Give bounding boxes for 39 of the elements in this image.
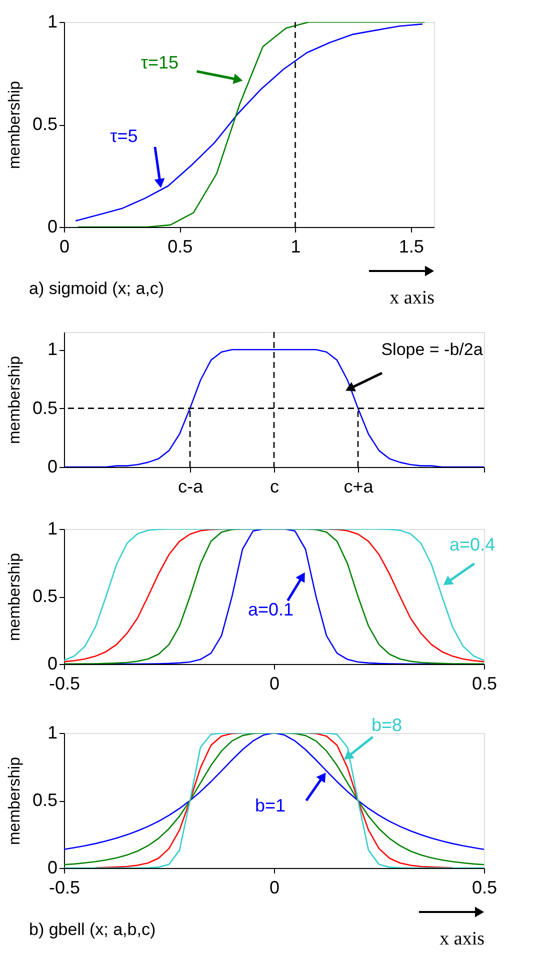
y-tick-label: 1 (47, 722, 58, 742)
y-tick-label: 0 (47, 216, 58, 236)
y-tick-label: 0 (47, 456, 58, 476)
y-tick-label: 1 (47, 518, 58, 538)
y-tick-label: 0 (47, 858, 58, 878)
x-tick-label: -0.5 (48, 674, 80, 694)
y-tick-label: 0.5 (32, 398, 58, 418)
x-axis-title: x axis (390, 288, 434, 308)
y-tick-label: 0.5 (32, 114, 58, 134)
y-axis-title: membership (6, 552, 24, 642)
x-tick-label: c+a (344, 476, 374, 496)
x-tick-label: 0 (269, 878, 280, 898)
annotation: a=0.4 (450, 534, 496, 555)
x-tick-label: 1 (290, 236, 301, 256)
annotation: Slope = -b/2a (381, 340, 484, 359)
x-tick-label: 0.5 (472, 878, 498, 898)
y-tick-label: 0.5 (32, 790, 58, 810)
y-axis-title: membership (6, 356, 24, 444)
x-tick-label: 0.5 (472, 674, 498, 694)
y-axis-title: membership (6, 80, 24, 170)
annotation: b=1 (255, 796, 286, 816)
x-tick-label: 0.5 (168, 236, 193, 256)
annotation: τ=15 (140, 52, 179, 72)
text: b) gbell (x; a,b,c) (29, 920, 156, 939)
x-axis-title: x axis (440, 928, 484, 950)
y-axis-title: membership (6, 756, 24, 846)
y-tick-label: 0.5 (32, 586, 58, 606)
text: a) sigmoid (x; a,c) (29, 279, 164, 298)
y-tick-label: 0 (47, 654, 58, 674)
y-tick-label: 1 (47, 12, 58, 32)
x-tick-label: c (270, 476, 279, 496)
annotation: a=0.1 (248, 600, 294, 620)
y-tick-label: 1 (47, 339, 58, 360)
x-tick-label: 1.5 (398, 236, 424, 256)
annotation: b=8 (371, 714, 402, 735)
x-tick-label: -0.5 (48, 878, 80, 898)
x-tick-label: c-a (178, 476, 204, 496)
x-tick-label: 0 (269, 674, 280, 694)
annotation: τ=5 (110, 126, 138, 146)
